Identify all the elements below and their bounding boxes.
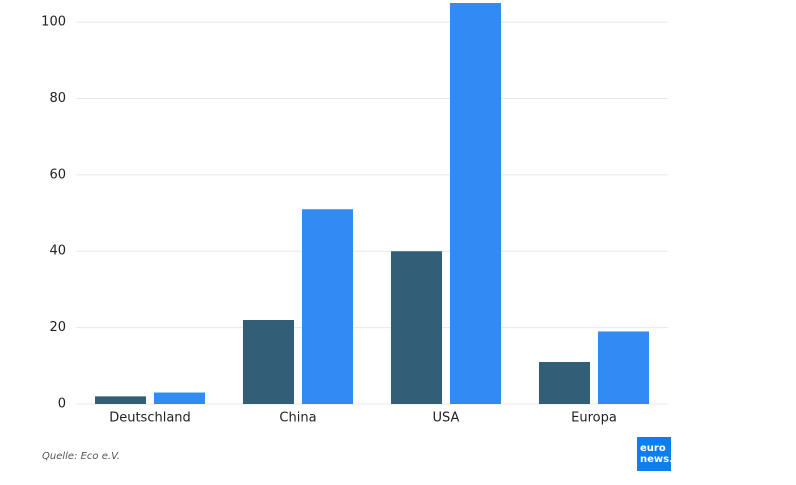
bar <box>302 209 353 404</box>
bar <box>539 361 590 404</box>
source-note: Quelle: Eco e.V. <box>42 451 120 462</box>
x-tick-label: USA <box>433 411 460 426</box>
bar <box>450 3 501 404</box>
bar <box>95 396 146 404</box>
bar <box>598 331 649 404</box>
logo-box <box>637 437 671 471</box>
y-tick-label: 60 <box>49 167 66 182</box>
y-tick-label: 80 <box>49 91 66 106</box>
x-tick-label: Europa <box>571 411 617 426</box>
logo-line: news. <box>640 454 673 465</box>
x-tick-label: China <box>279 411 316 426</box>
y-tick-label: 0 <box>58 397 66 412</box>
x-tick-label: Deutschland <box>109 411 191 426</box>
y-tick-label: 100 <box>41 15 66 30</box>
bar <box>154 392 205 404</box>
logo: euro news. <box>637 437 673 471</box>
logo-line: euro <box>640 443 666 454</box>
bar <box>391 251 442 404</box>
bar <box>243 319 294 404</box>
y-tick-label: 20 <box>49 320 66 335</box>
y-tick-label: 40 <box>49 244 66 259</box>
